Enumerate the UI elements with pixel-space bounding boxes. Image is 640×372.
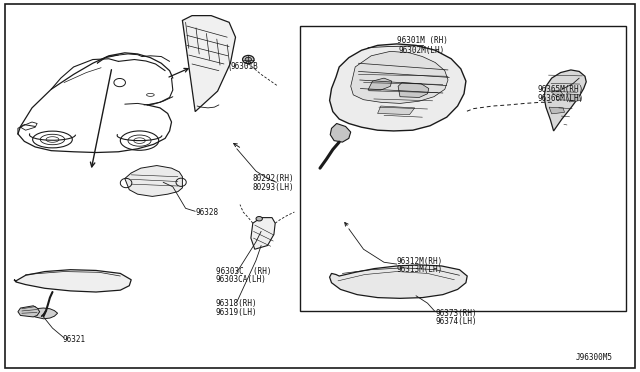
- Polygon shape: [26, 308, 58, 319]
- Text: 96328: 96328: [195, 208, 218, 217]
- Text: 96374(LH): 96374(LH): [435, 317, 477, 326]
- Polygon shape: [378, 106, 415, 115]
- Polygon shape: [125, 166, 182, 196]
- Text: 96312M(RH): 96312M(RH): [397, 257, 443, 266]
- Polygon shape: [550, 90, 563, 97]
- Polygon shape: [18, 306, 40, 317]
- Polygon shape: [330, 124, 351, 142]
- Ellipse shape: [245, 57, 252, 62]
- Ellipse shape: [243, 55, 254, 64]
- Text: J96300M5: J96300M5: [576, 353, 613, 362]
- Polygon shape: [330, 265, 467, 298]
- Text: 96301M (RH): 96301M (RH): [397, 36, 447, 45]
- Text: 96319(LH): 96319(LH): [216, 308, 257, 317]
- Text: 96301B: 96301B: [230, 62, 258, 71]
- Text: 80293(LH): 80293(LH): [253, 183, 294, 192]
- Polygon shape: [398, 83, 429, 97]
- Bar: [300, 26, 626, 311]
- Polygon shape: [351, 51, 448, 103]
- Polygon shape: [566, 94, 581, 102]
- Text: 96366M(LH): 96366M(LH): [538, 94, 584, 103]
- Polygon shape: [14, 270, 131, 292]
- Polygon shape: [368, 78, 392, 90]
- Text: 96302M(LH): 96302M(LH): [398, 46, 444, 55]
- Polygon shape: [549, 107, 564, 114]
- Text: 96303C  (RH): 96303C (RH): [216, 267, 271, 276]
- Text: 96303CA(LH): 96303CA(LH): [216, 275, 266, 284]
- Polygon shape: [251, 218, 275, 249]
- Polygon shape: [544, 70, 586, 131]
- Ellipse shape: [256, 217, 262, 221]
- Text: 96365M(RH): 96365M(RH): [538, 85, 584, 94]
- Text: 96318(RH): 96318(RH): [216, 299, 257, 308]
- Text: 96313M(LH): 96313M(LH): [397, 265, 443, 274]
- Text: 80292(RH): 80292(RH): [253, 174, 294, 183]
- Polygon shape: [182, 16, 236, 112]
- Text: 96373(RH): 96373(RH): [435, 309, 477, 318]
- Polygon shape: [330, 44, 466, 131]
- Text: 96321: 96321: [62, 335, 85, 344]
